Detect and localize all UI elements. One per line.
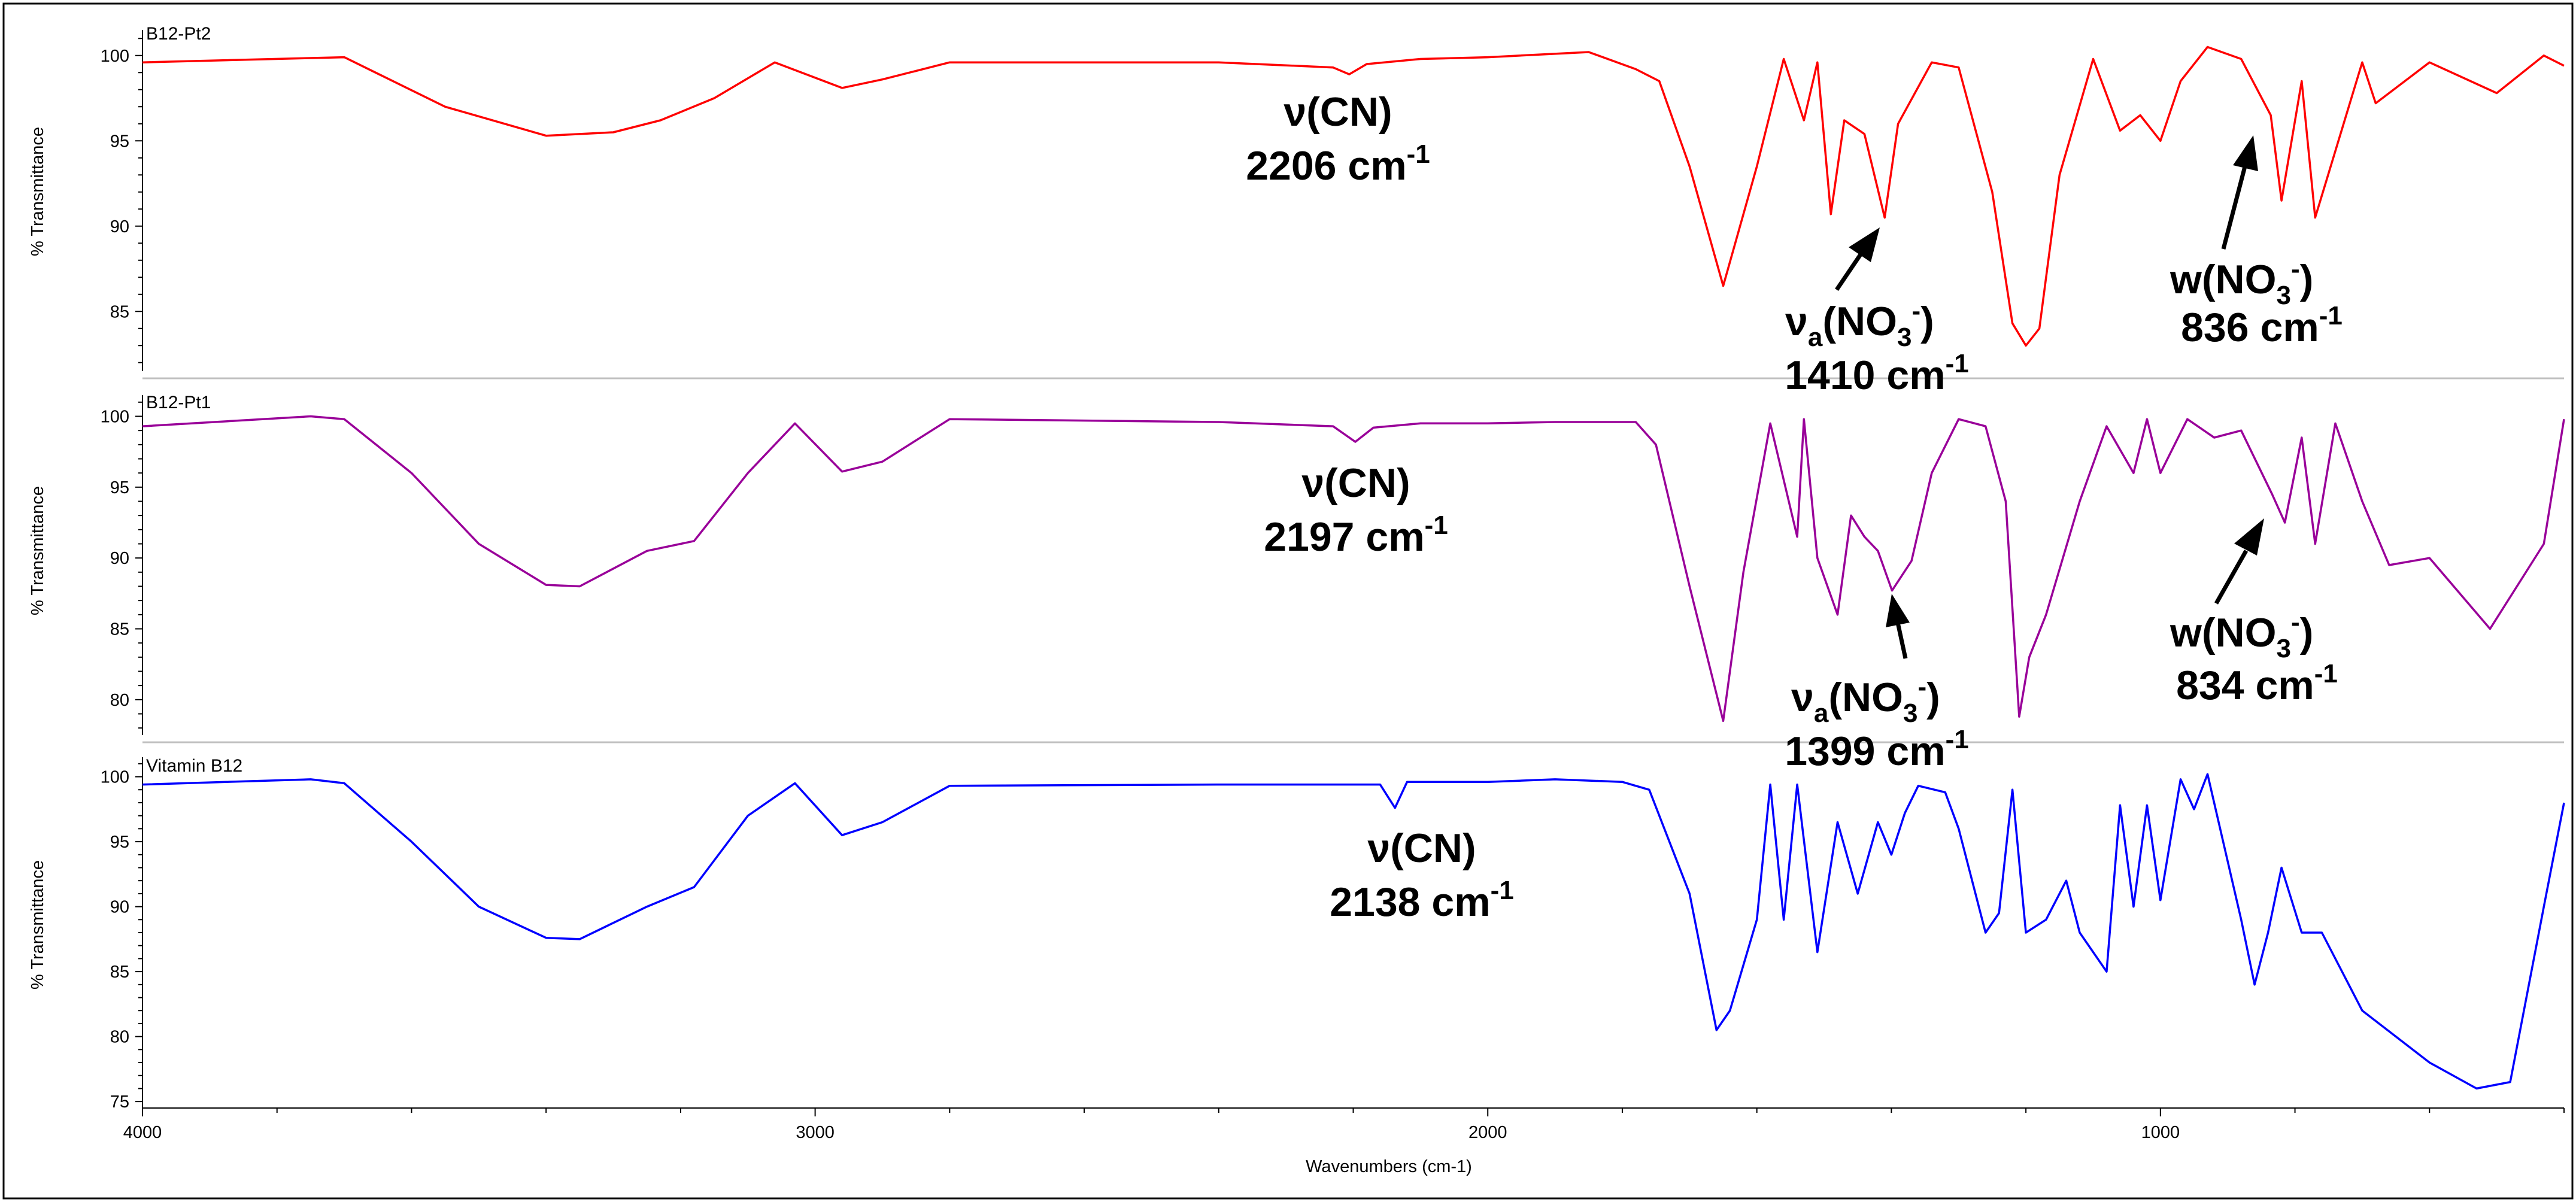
annotation-nitrate-wag-pt2: w(NO3-) 836 cm-1	[2170, 135, 2343, 350]
annotation-arrow	[1895, 622, 1908, 659]
y-axis-label: % Transmittance	[28, 486, 47, 615]
annotation-arrow	[2221, 166, 2247, 250]
y-tick-label: 100	[101, 47, 129, 66]
annotation-value: 2197 cm-1	[1264, 511, 1448, 560]
annotation-nitrate-asym-pt1: νa(NO3-) 1399 cm-1	[1785, 594, 1969, 774]
y-tick-label: 100	[101, 408, 129, 427]
annotation-label: w(NO3-)	[2170, 254, 2313, 310]
annotation-value: 836 cm-1	[2181, 301, 2343, 350]
spectrum-line	[142, 773, 2565, 1090]
y-tick-label: 80	[110, 691, 129, 710]
annotation-value: 1399 cm-1	[1785, 725, 1969, 774]
panel-vitamin-b12: Vitamin B12 % Transmittance 75 80 85 90 95 10…	[28, 756, 2565, 1112]
spectrum-line	[142, 45, 2565, 347]
y-tick-label: 75	[110, 1092, 129, 1112]
arrow-head	[1849, 227, 1880, 262]
y-tick-label: 90	[110, 898, 129, 917]
annotation-cn-b12: ν(CN) 2138 cm-1	[1330, 825, 1514, 925]
y-tick-label: 85	[110, 620, 129, 639]
y-tick-label: 85	[110, 302, 129, 321]
annotation-label: νa(NO3-)	[1791, 672, 1940, 728]
annotation-nitrate-wag-pt1: w(NO3-) 834 cm-1	[2170, 518, 2338, 708]
y-axis-label: % Transmittance	[28, 127, 47, 256]
annotation-value: 2138 cm-1	[1330, 876, 1514, 925]
panel-title: Vitamin B12	[146, 756, 242, 776]
annotation-label: ν(CN)	[1367, 825, 1476, 871]
y-tick-label: 90	[110, 549, 129, 568]
spectrum-line	[142, 415, 2565, 723]
panel-title: B12-Pt1	[146, 393, 211, 412]
x-tick-label: 2000	[1468, 1123, 1507, 1142]
annotation-arrow	[1835, 251, 1864, 291]
x-tick-label: 3000	[796, 1123, 835, 1142]
annotation-label: ν(CN)	[1284, 89, 1392, 135]
annotation-label: w(NO3-)	[2170, 608, 2313, 663]
y-tick-label: 95	[110, 132, 129, 151]
arrow-head	[2233, 135, 2258, 171]
x-tick-label: 4000	[123, 1123, 162, 1142]
panel-title: B12-Pt2	[146, 24, 211, 44]
annotations: ν(CN) 2206 cm-1 νa(NO3-) 1410 cm-1 w(NO3…	[1246, 89, 2343, 925]
annotation-value: 834 cm-1	[2176, 659, 2338, 708]
y-tick-label: 80	[110, 1028, 129, 1047]
arrow-head	[2234, 518, 2264, 556]
annotation-value: 1410 cm-1	[1785, 349, 1969, 398]
annotation-arrow	[2214, 550, 2249, 605]
y-tick-label: 95	[110, 833, 129, 852]
panel-b12-pt1: B12-Pt1 % Transmittance 80 85 90 95 100	[28, 393, 2565, 743]
annotation-cn-pt2: ν(CN) 2206 cm-1	[1246, 89, 1430, 189]
annotation-cn-pt1: ν(CN) 2197 cm-1	[1264, 460, 1448, 560]
x-axis-label: Wavenumbers (cm-1)	[1306, 1157, 1472, 1176]
annotation-label: νa(NO3-)	[1785, 296, 1934, 352]
annotation-value: 2206 cm-1	[1246, 139, 1430, 189]
annotation-label: ν(CN)	[1301, 460, 1410, 506]
annotation-nitrate-asym-pt2: νa(NO3-) 1410 cm-1	[1785, 227, 1969, 398]
y-tick-label: 90	[110, 217, 129, 236]
arrow-head	[1886, 594, 1910, 627]
x-tick-label: 1000	[2141, 1123, 2180, 1142]
y-axis-label: % Transmittance	[28, 860, 47, 989]
y-tick-label: 100	[101, 768, 129, 787]
x-axis: 4000 3000 2000 1000 Wavenumbers (cm-1)	[123, 1107, 2565, 1176]
y-tick-label: 95	[110, 478, 129, 497]
panel-b12-pt2: B12-Pt2 % Transmittance 85 90 95 100	[28, 24, 2565, 380]
y-tick-label: 85	[110, 963, 129, 982]
